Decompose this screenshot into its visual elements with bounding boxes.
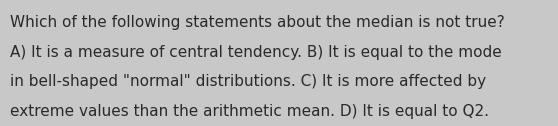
Text: Which of the following statements about the median is not true?: Which of the following statements about …: [10, 15, 505, 30]
Text: in bell-shaped "normal" distributions. C) It is more affected by: in bell-shaped "normal" distributions. C…: [10, 74, 486, 89]
Text: extreme values than the arithmetic mean. D) It is equal to Q2.: extreme values than the arithmetic mean.…: [10, 104, 489, 119]
Text: A) It is a measure of central tendency. B) It is equal to the mode: A) It is a measure of central tendency. …: [10, 45, 502, 60]
